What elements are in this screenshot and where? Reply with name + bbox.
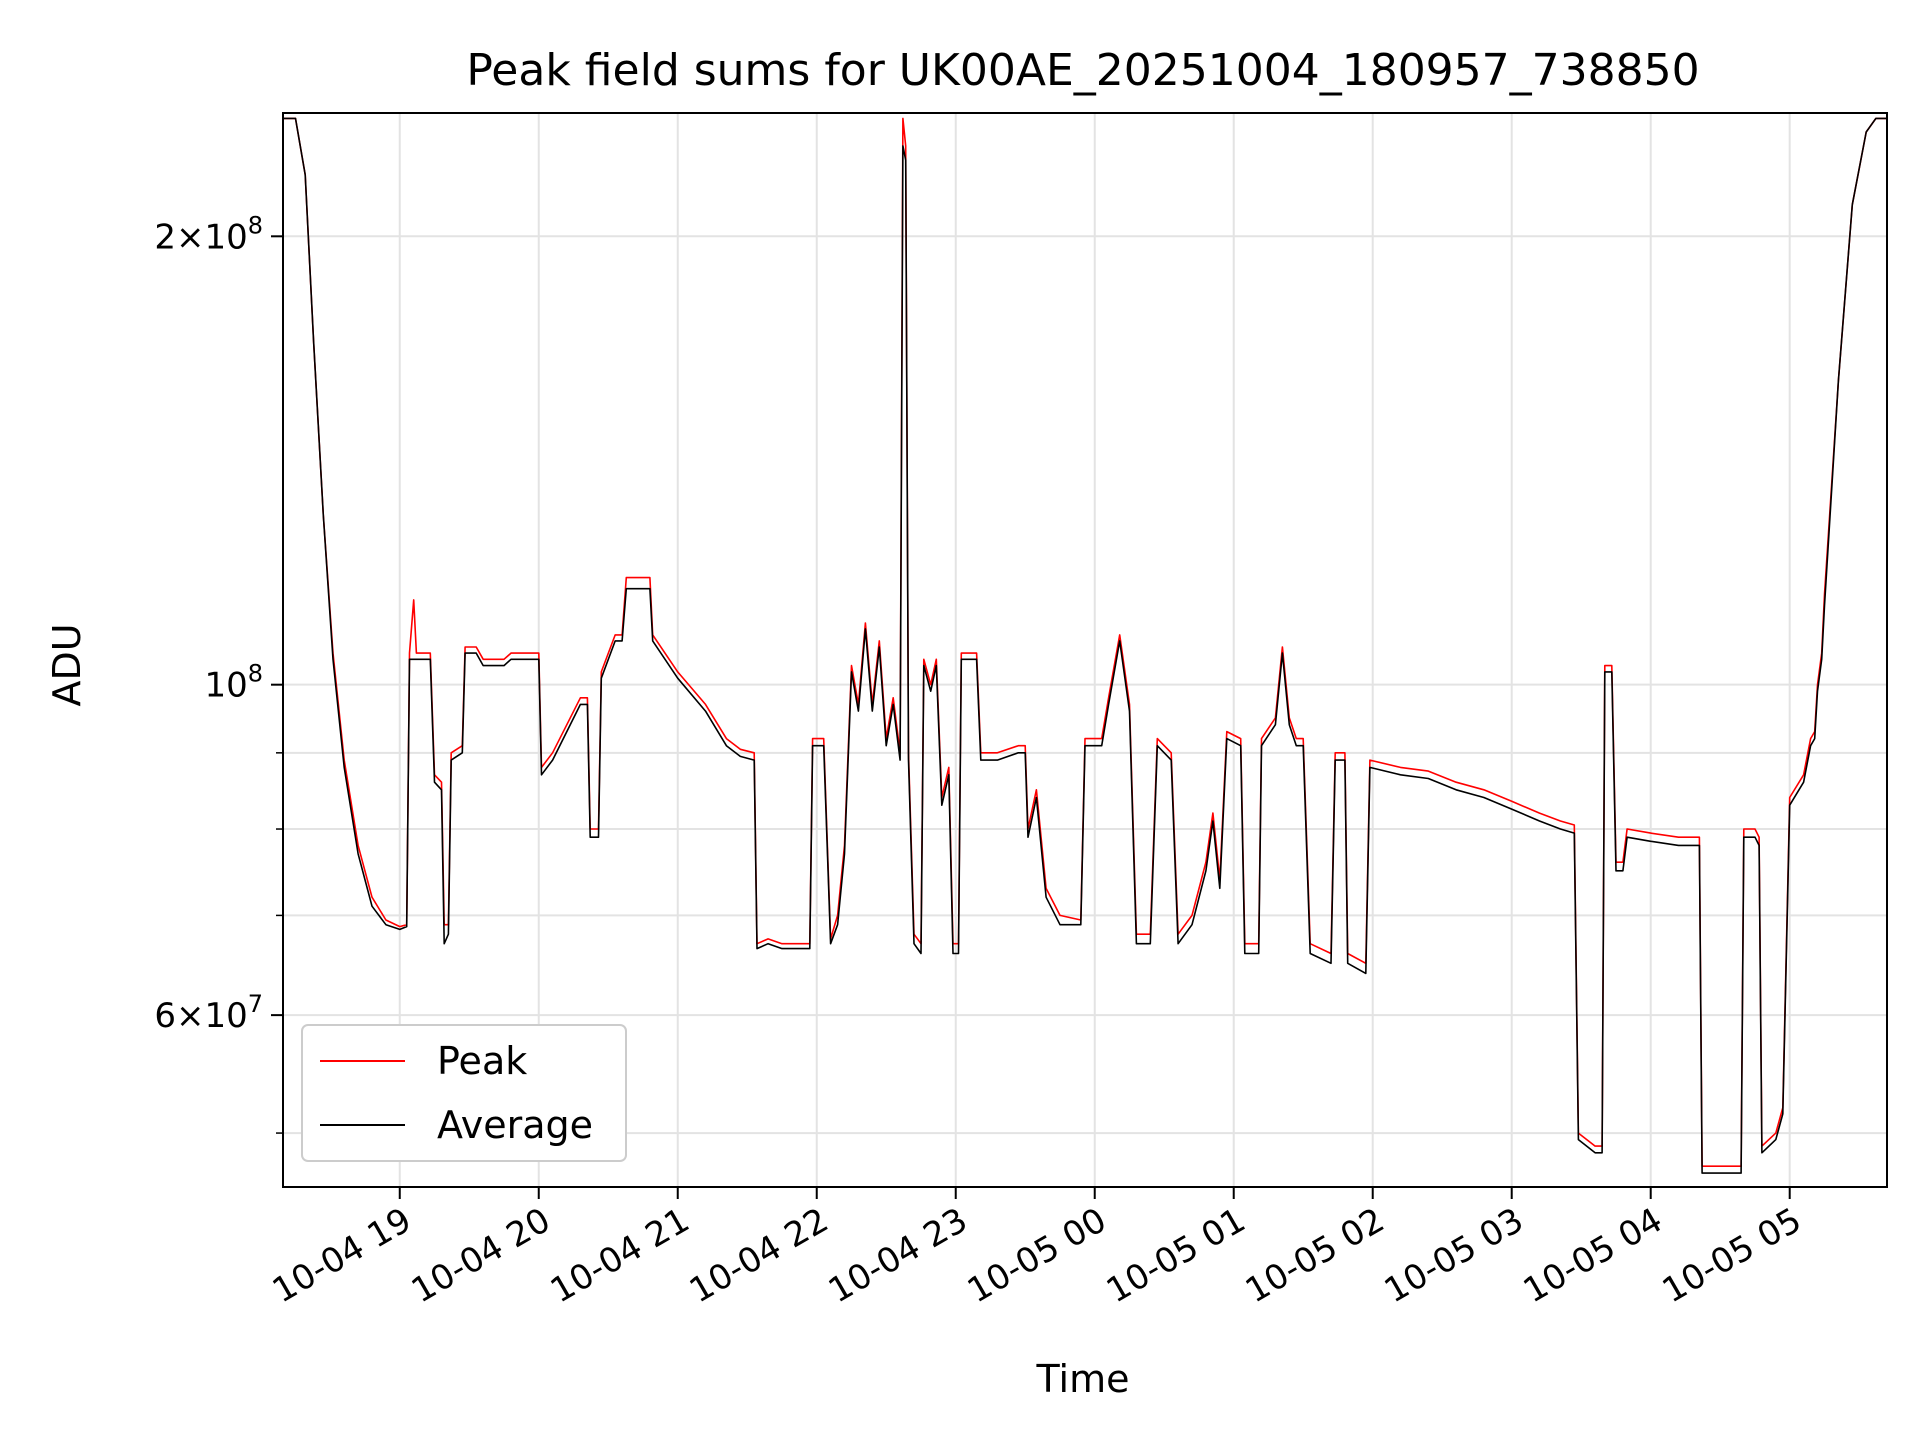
legend-average-label: Average [437,1103,593,1147]
legend: Peak Average [301,1024,627,1162]
axes [271,112,1888,1199]
plot-frame [282,112,1888,1188]
series-group [283,117,1887,1174]
legend-peak-label: Peak [437,1039,527,1083]
x-axis-label: Time [1036,1357,1130,1401]
series-line-average [283,117,1887,1174]
legend-frame [301,1024,627,1162]
y-tick-label: 2×108 [154,211,263,257]
chart-title: Peak field sums for UK00AE_20251004_1809… [466,45,1699,96]
y-tick-label: 6×107 [154,990,263,1036]
y-tick-label: 108 [204,660,263,706]
y-axis-label: ADU [45,623,89,706]
